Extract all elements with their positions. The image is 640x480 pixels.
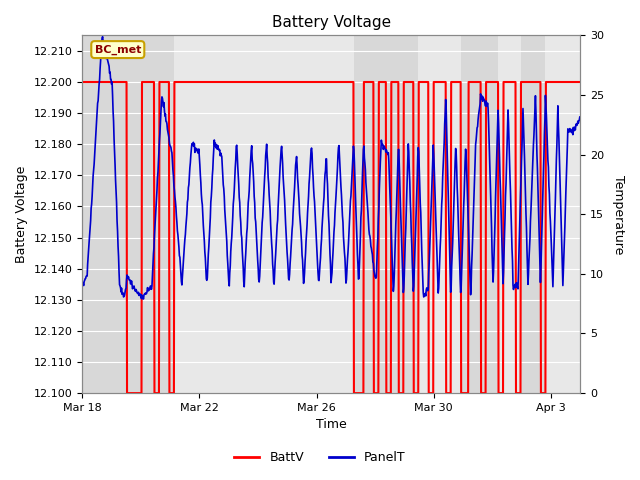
Bar [498,36,520,393]
Bar [419,36,461,393]
Y-axis label: Battery Voltage: Battery Voltage [15,166,28,263]
Legend: BattV, PanelT: BattV, PanelT [229,446,411,469]
Bar [545,36,580,393]
Y-axis label: Temperature: Temperature [612,175,625,254]
Bar [174,36,354,393]
X-axis label: Time: Time [316,419,347,432]
Title: Battery Voltage: Battery Voltage [271,15,391,30]
Text: BC_met: BC_met [95,45,141,55]
